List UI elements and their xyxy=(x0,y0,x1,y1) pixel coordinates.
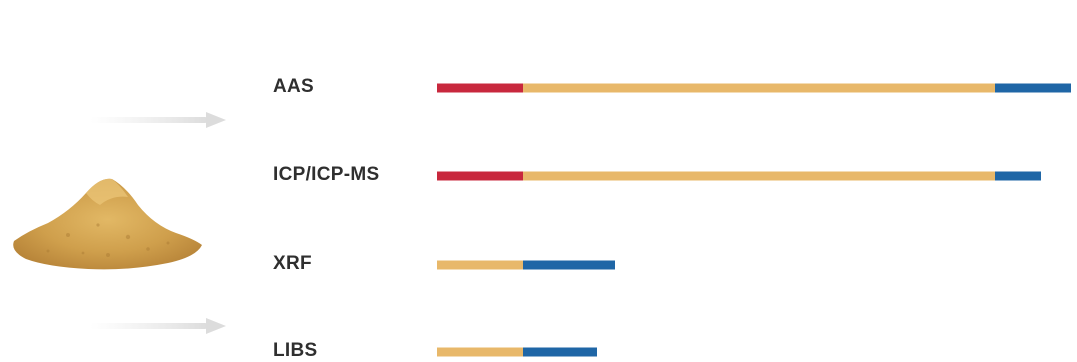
bar-segment-1 xyxy=(437,83,523,93)
faded-arrow-icon xyxy=(90,318,226,334)
bar-segment-3 xyxy=(523,347,597,357)
bar-segment-2 xyxy=(523,171,995,181)
category-label: LIBS xyxy=(273,340,318,361)
bar-segment-2 xyxy=(437,260,523,270)
bar-segment-3 xyxy=(995,83,1071,93)
bar-segment-2 xyxy=(437,347,523,357)
bar-segment-2 xyxy=(523,83,995,93)
bar-segment-3 xyxy=(995,171,1041,181)
category-label: ICP/ICP-MS xyxy=(273,164,380,185)
category-label: XRF xyxy=(273,253,312,274)
bar-segment-1 xyxy=(437,171,523,181)
category-label: AAS xyxy=(273,76,315,97)
powder-pile-icon xyxy=(13,178,203,270)
bar-segment-3 xyxy=(523,260,615,270)
faded-arrow-icon xyxy=(90,112,226,128)
